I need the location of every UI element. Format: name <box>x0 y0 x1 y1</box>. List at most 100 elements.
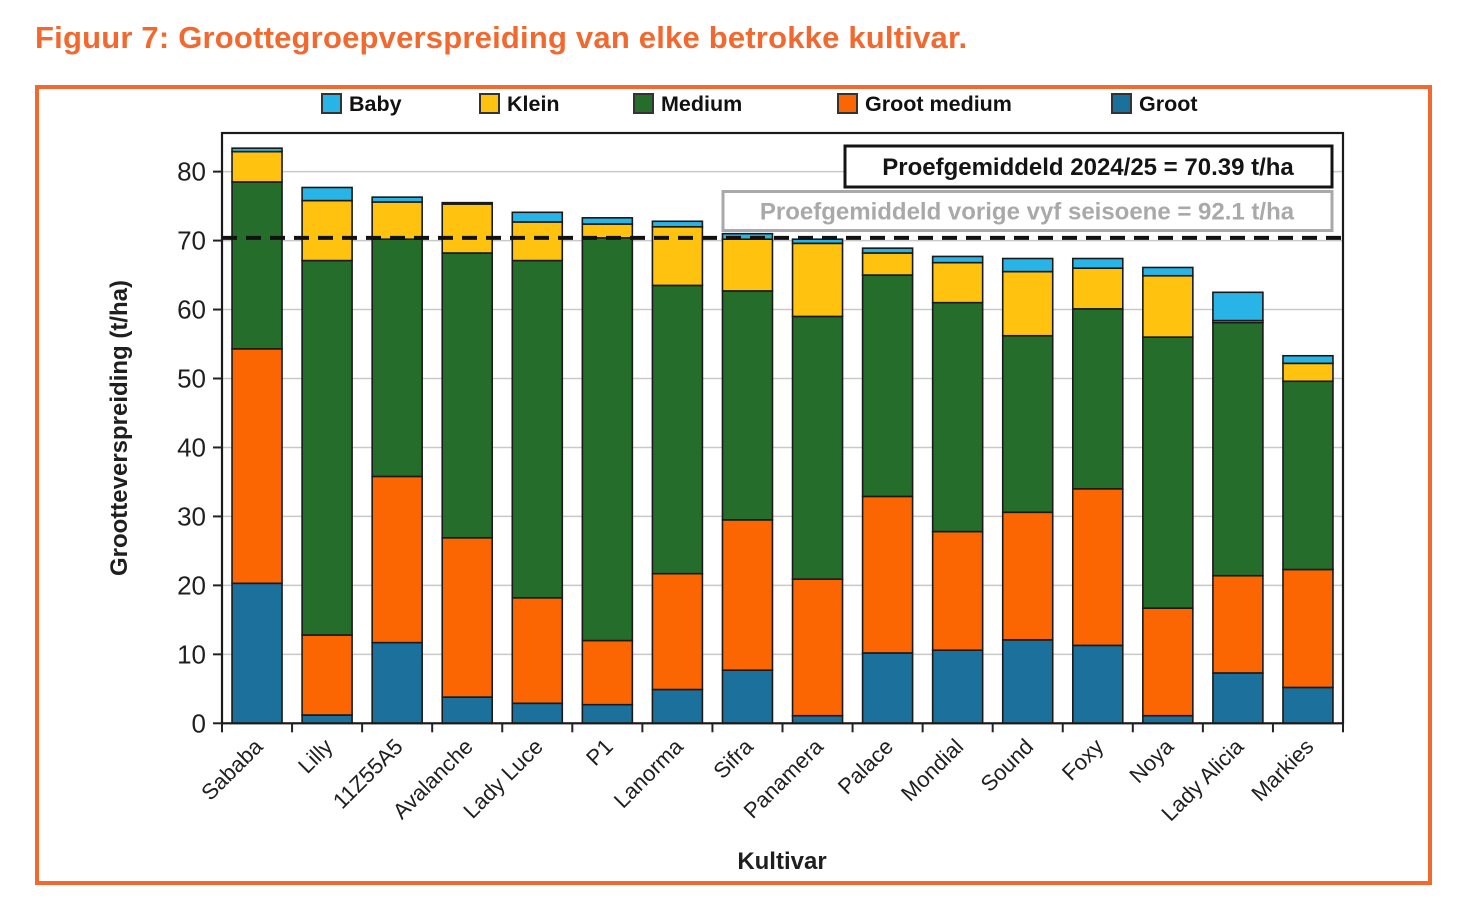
x-axis-title: Kultivar <box>737 848 826 875</box>
bar-segment-p1-medium <box>581 237 634 642</box>
bar-lady-alicia <box>1212 291 1264 725</box>
bar-palace <box>861 247 914 725</box>
bar-p1 <box>581 217 634 725</box>
bar-panamera <box>791 238 844 725</box>
bar-segment-mondial-klein <box>931 261 984 304</box>
legend-label-groot-medium: Groot medium <box>865 92 1012 116</box>
bar-segment-noya-groot <box>1142 714 1194 725</box>
annotation-current-average: Proefgemiddeld 2024/25 = 70.39 t/ha <box>843 144 1334 189</box>
legend-label-medium: Medium <box>661 92 742 116</box>
bar-segment-sifra-groot-medium <box>721 519 774 672</box>
y-tick-label-30: 30 <box>177 501 206 531</box>
bar-segment-palace-groot-medium <box>861 495 914 654</box>
bar-segment-foxy-groot <box>1071 644 1124 725</box>
bar-segment-panamera-baby <box>791 238 844 245</box>
bar-segment-lanorma-medium <box>651 284 704 575</box>
legend-swatch-baby <box>321 93 342 114</box>
bar-segment-sifra-klein <box>721 238 774 292</box>
bar-segment-avalanche-groot <box>441 696 494 725</box>
bar-segment-lilly-klein <box>301 199 353 262</box>
bar-noya <box>1142 266 1194 725</box>
bar-segment-p1-baby <box>581 217 634 225</box>
bar-segment-noya-groot-medium <box>1142 607 1194 717</box>
bar-sababa <box>231 147 283 725</box>
bar-sifra <box>721 232 774 725</box>
bar-segment-lilly-baby <box>301 186 353 202</box>
bar-foxy <box>1071 257 1124 725</box>
bar-segment-sababa-klein <box>231 150 283 183</box>
bar-segment-panamera-groot <box>791 714 844 725</box>
bar-segment-foxy-klein <box>1071 267 1124 310</box>
bar-segment-11z55a5-groot-medium <box>371 475 423 644</box>
bar-segment-lady-alicia-groot <box>1212 672 1264 725</box>
annotation-previous-average: Proefgemiddeld vorige vyf seisoene = 92.… <box>721 190 1334 232</box>
figure-title: Figuur 7: Groottegroepverspreiding van e… <box>35 20 968 55</box>
y-tick-label-60: 60 <box>177 295 206 325</box>
bar-avalanche <box>441 201 494 725</box>
bar-segment-sababa-groot-medium <box>231 348 283 585</box>
stacked-bars <box>231 147 1334 725</box>
legend-swatch-groot-medium <box>837 93 858 114</box>
bar-segment-lilly-groot-medium <box>301 634 353 716</box>
bar-segment-sababa-medium <box>231 181 283 350</box>
bar-segment-lanorma-klein <box>651 225 704 287</box>
bar-segment-lilly-groot <box>301 714 353 725</box>
y-tick-label-50: 50 <box>177 363 206 393</box>
bar-segment-lady-luce-baby <box>511 211 564 223</box>
bar-segment-palace-baby <box>861 247 914 254</box>
bar-segment-sound-groot <box>1001 639 1054 725</box>
bar-11z55a5 <box>371 196 423 725</box>
annotation-current-average-text: Proefgemiddeld 2024/25 = 70.39 t/ha <box>882 154 1294 181</box>
bar-segment-avalanche-groot-medium <box>441 536 494 698</box>
bar-segment-markies-groot-medium <box>1282 568 1334 689</box>
bar-segment-noya-klein <box>1142 274 1194 338</box>
bar-segment-mondial-medium <box>931 301 984 533</box>
bar-segment-panamera-klein <box>791 242 844 318</box>
bar-segment-sifra-medium <box>721 290 774 521</box>
bar-sound <box>1001 257 1054 725</box>
bar-segment-11z55a5-klein <box>371 201 423 240</box>
bar-segment-sababa-baby <box>231 147 283 153</box>
bar-segment-avalanche-klein <box>441 203 494 254</box>
bar-segment-mondial-baby <box>931 255 984 264</box>
legend-item-klein: Klein <box>479 92 560 116</box>
bar-segment-markies-baby <box>1282 354 1334 365</box>
bar-segment-p1-klein <box>581 223 634 239</box>
bar-segment-11z55a5-groot <box>371 641 423 725</box>
bar-segment-11z55a5-baby <box>371 196 423 203</box>
bar-segment-lady-luce-groot <box>511 702 564 725</box>
bar-segment-lanorma-groot-medium <box>651 572 704 691</box>
bar-segment-panamera-medium <box>791 315 844 580</box>
bar-segment-sound-groot-medium <box>1001 511 1054 641</box>
bar-segment-markies-medium <box>1282 380 1334 571</box>
bar-segment-foxy-medium <box>1071 308 1124 490</box>
bar-segment-lady-alicia-medium <box>1212 321 1264 577</box>
legend-swatch-klein <box>479 93 500 114</box>
bar-segment-noya-baby <box>1142 266 1194 277</box>
legend-label-groot: Groot <box>1139 92 1198 116</box>
bar-segment-palace-medium <box>861 274 914 498</box>
bar-segment-markies-klein <box>1282 362 1334 383</box>
bar-segment-lanorma-baby <box>651 220 704 228</box>
legend-item-baby: Baby <box>321 92 402 116</box>
bar-segment-11z55a5-medium <box>371 238 423 478</box>
legend-label-klein: Klein <box>507 92 560 116</box>
bar-segment-foxy-baby <box>1071 257 1124 269</box>
legend-item-medium: Medium <box>633 92 742 116</box>
bar-segment-lanorma-groot <box>651 688 704 725</box>
bar-segment-sifra-baby <box>721 232 774 240</box>
bar-segment-lady-alicia-groot-medium <box>1212 574 1264 674</box>
bar-lilly <box>301 186 353 725</box>
bar-segment-lilly-medium <box>301 259 353 636</box>
bar-segment-palace-klein <box>861 252 914 276</box>
bar-lady-luce <box>511 211 564 725</box>
bar-segment-sound-medium <box>1001 334 1054 514</box>
annotation-previous-average-text: Proefgemiddeld vorige vyf seisoene = 92.… <box>760 199 1295 226</box>
y-axis-title: Grootteverspreiding (t/ha) <box>106 280 133 576</box>
legend-swatch-groot <box>1111 93 1132 114</box>
bar-segment-sifra-groot <box>721 669 774 725</box>
y-tick-label-70: 70 <box>177 226 206 256</box>
bar-segment-sababa-groot <box>231 582 283 725</box>
bar-segment-lady-luce-klein <box>511 221 564 262</box>
annotation-current-average-box <box>843 144 1334 189</box>
